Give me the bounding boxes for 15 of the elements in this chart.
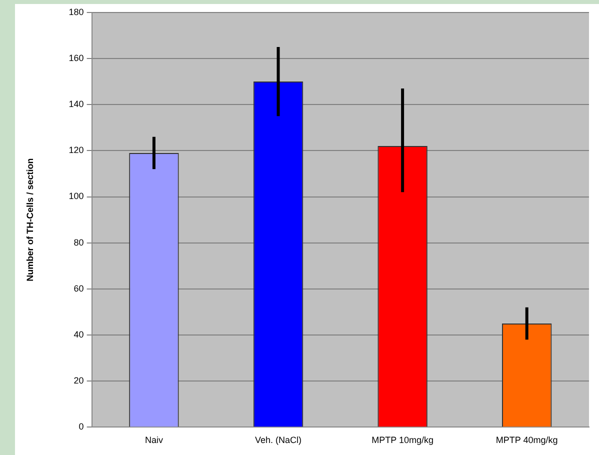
x-tick-label: MPTP 40mg/kg (496, 435, 558, 446)
x-tick-label: Veh. (NaCl) (254, 435, 302, 446)
y-axis-title: Number of TH-Cells / section (24, 158, 35, 282)
y-tick-label: 20 (74, 376, 84, 386)
y-tick-label: 0 (78, 422, 84, 432)
y-tick-label: 140 (68, 99, 84, 110)
y-tick-label: 120 (68, 145, 84, 156)
y-tick-label: 80 (74, 237, 84, 248)
y-tick-label: 60 (74, 283, 84, 294)
x-tick-label: MPTP 10mg/kg (372, 435, 434, 446)
x-tick-label: Naiv (144, 435, 164, 446)
y-tick-label: 180 (68, 6, 84, 17)
y-tick-label: 40 (74, 330, 84, 340)
y-tick-label: 160 (68, 52, 84, 63)
y-tick-label: 100 (68, 191, 84, 202)
